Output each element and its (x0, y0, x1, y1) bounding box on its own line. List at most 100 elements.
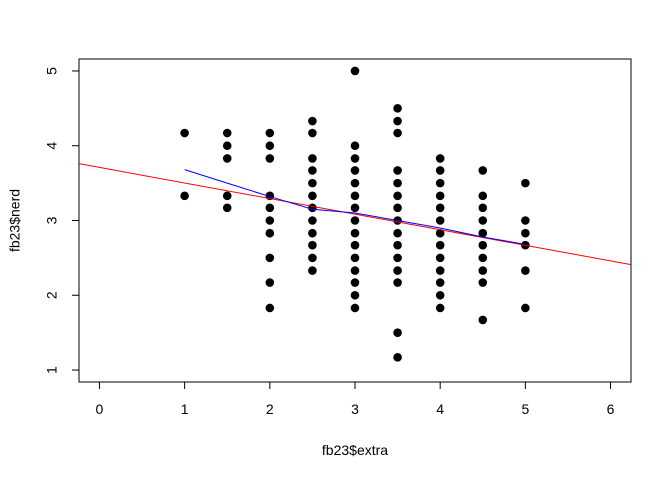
data-point (435, 253, 445, 263)
data-point (265, 203, 275, 213)
data-point (350, 278, 360, 287)
x-tick-label: 1 (181, 401, 189, 417)
data-point (222, 154, 232, 163)
data-point (308, 116, 317, 126)
data-point (308, 178, 317, 188)
y-tick-label: 1 (44, 366, 60, 374)
data-point (393, 203, 402, 213)
data-point (393, 191, 402, 201)
data-point (393, 116, 402, 126)
data-point (435, 154, 445, 163)
x-tick-label: 3 (351, 401, 359, 417)
data-point (308, 253, 317, 263)
data-point (393, 178, 402, 188)
data-point (478, 315, 488, 325)
data-point (222, 141, 232, 151)
data-point (435, 216, 445, 225)
data-point (435, 166, 445, 175)
data-point (180, 191, 189, 201)
x-axis-title: fb23$extra (322, 442, 388, 458)
data-point (435, 240, 445, 250)
points-layer (180, 66, 530, 362)
data-point (222, 203, 232, 213)
data-point (393, 266, 402, 275)
data-point (435, 191, 445, 201)
data-point (308, 128, 317, 138)
data-point (393, 166, 402, 175)
x-tick-label: 0 (96, 401, 104, 417)
data-point (308, 266, 317, 275)
data-point (265, 128, 275, 138)
data-point (265, 141, 275, 151)
data-point (478, 266, 488, 275)
data-point (435, 290, 445, 300)
y-axis-title: fb23$nerd (7, 189, 23, 252)
data-point (478, 228, 488, 238)
data-point (393, 328, 402, 337)
data-point (350, 166, 360, 175)
data-point (435, 278, 445, 287)
data-point (222, 128, 232, 138)
data-point (393, 240, 402, 250)
data-point (265, 303, 275, 313)
data-point (308, 191, 317, 201)
x-tick-label: 4 (436, 401, 444, 417)
y-tick-label: 4 (44, 142, 60, 150)
data-point (350, 228, 360, 238)
data-point (393, 278, 402, 287)
data-point (350, 66, 360, 76)
data-point (521, 228, 530, 238)
data-point (521, 178, 530, 188)
data-point (350, 154, 360, 163)
data-point (393, 353, 402, 362)
data-point (350, 253, 360, 263)
data-point (393, 253, 402, 263)
data-point (435, 228, 445, 238)
data-point (478, 278, 488, 287)
data-point (350, 240, 360, 250)
lines-layer (78, 163, 632, 266)
data-point (521, 216, 530, 225)
data-point (308, 154, 317, 163)
data-point (265, 228, 275, 238)
data-point (350, 290, 360, 300)
data-point (478, 216, 488, 225)
data-point (435, 266, 445, 275)
data-point (308, 216, 317, 225)
data-point (265, 216, 275, 225)
data-point (350, 191, 360, 201)
data-point (265, 253, 275, 263)
x-tick-label: 6 (607, 401, 615, 417)
data-point (521, 266, 530, 275)
data-point (308, 228, 317, 238)
y-tick-label: 3 (44, 216, 60, 224)
data-point (308, 240, 317, 250)
data-point (435, 203, 445, 213)
data-point (393, 228, 402, 238)
data-point (222, 191, 232, 201)
y-tick-label: 2 (44, 291, 60, 299)
data-point (435, 303, 445, 313)
data-point (478, 253, 488, 263)
x-tick-label: 5 (521, 401, 529, 417)
data-point (265, 278, 275, 287)
data-point (435, 178, 445, 188)
data-point (308, 203, 317, 213)
data-point (350, 178, 360, 188)
data-point (265, 154, 275, 163)
data-point (478, 240, 488, 250)
data-point (393, 104, 402, 113)
y-tick-label: 5 (44, 67, 60, 75)
regression-line (78, 163, 632, 266)
data-point (393, 128, 402, 138)
x-tick-label: 2 (266, 401, 274, 417)
data-point (478, 166, 488, 175)
data-point (350, 216, 360, 225)
x-axis: 0 1 2 3 4 5 6 (96, 381, 615, 417)
data-point (350, 303, 360, 313)
data-point (521, 303, 530, 313)
smooth-line (184, 169, 526, 245)
data-point (350, 203, 360, 213)
data-point (478, 203, 488, 213)
data-point (308, 166, 317, 175)
